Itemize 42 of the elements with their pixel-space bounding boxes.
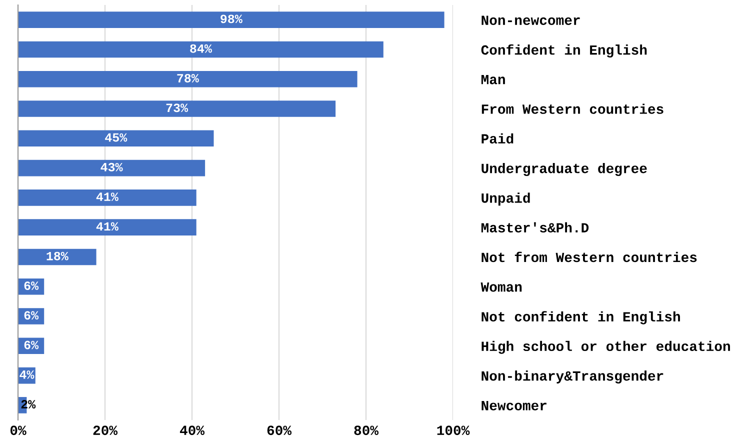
bar [18, 70, 358, 88]
y-tick-label: Not confident in English [482, 311, 680, 324]
data-label: 98% [220, 14, 242, 24]
data-label: 78% [177, 74, 199, 82]
x-tick-label: 0% [10, 426, 26, 436]
y-tick-label: Non-newcomer [482, 16, 580, 25]
bar [18, 130, 214, 147]
x-tick-label: 100% [437, 426, 470, 436]
bar [18, 190, 196, 206]
bar [18, 219, 196, 236]
data-label: 84% [190, 44, 212, 53]
y-tick-label: Confident in English [481, 44, 647, 58]
x-tick-label: 40% [180, 426, 205, 436]
x-tick-label: 20% [93, 426, 118, 436]
y-tick-label: High school or other education [482, 340, 730, 354]
y-tick-label: Non-binary&Transgender [482, 370, 664, 384]
bar [18, 12, 444, 28]
y-tick-label: Paid [482, 133, 514, 144]
bar [18, 160, 206, 176]
x-tick-label: 60% [267, 426, 292, 436]
data-label: 45% [105, 133, 128, 142]
data-label: 6% [24, 311, 39, 320]
bar [18, 41, 384, 58]
bar [18, 248, 96, 266]
y-tick-label: Woman [480, 282, 522, 292]
bar [18, 100, 336, 117]
data-label: 4% [20, 370, 34, 379]
y-tick-label: From Western countries [482, 104, 664, 114]
data-label: 6% [24, 281, 39, 290]
y-tick-label: Newcomer [482, 401, 546, 410]
data-label: 18% [46, 252, 68, 260]
data-label: 73% [166, 104, 188, 112]
data-label: 41% [96, 222, 118, 231]
y-tick-label: Man [481, 74, 505, 84]
data-label: 41% [96, 192, 118, 201]
data-label: 43% [100, 162, 123, 172]
data-label: 6% [24, 340, 39, 350]
x-tick-label: 80% [354, 426, 379, 436]
y-tick-label: Unpaid [482, 192, 530, 206]
y-tick-label: Master's&Ph.D [481, 222, 589, 232]
y-tick-label: Undergraduate degree [482, 163, 647, 176]
y-tick-label: Not from Western countries [482, 252, 697, 262]
